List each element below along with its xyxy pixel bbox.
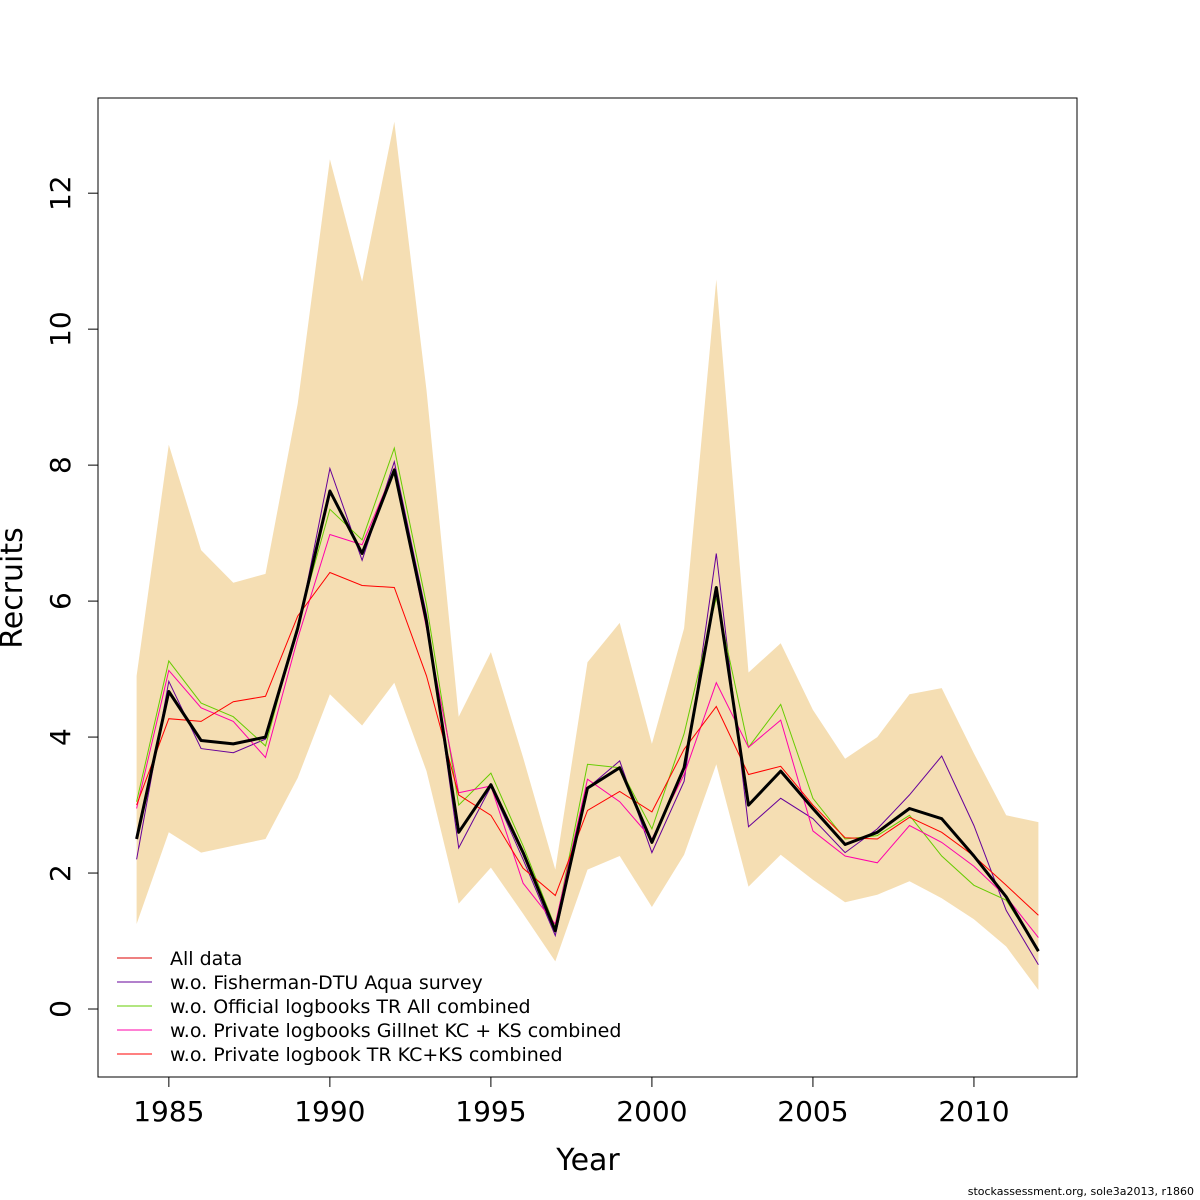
x-tick-label: 1995 xyxy=(455,1095,526,1128)
main-series-line xyxy=(135,468,1040,952)
y-axis-label: Recruits xyxy=(0,527,30,649)
x-tick-label: 2000 xyxy=(616,1095,687,1128)
series-line-5 xyxy=(136,571,1039,916)
confidence-band xyxy=(136,121,1039,991)
legend-label-1: All data xyxy=(170,948,242,970)
y-axis: 0 2 4 6 8 10 12 xyxy=(44,175,99,1018)
y-tick-label: 4 xyxy=(44,728,77,746)
confidence-band-layer xyxy=(136,121,1039,991)
x-axis: 1985 1990 1995 2000 2005 2010 xyxy=(133,1076,1010,1128)
legend-label-5: w.o. Private logbook TR KC+KS combined xyxy=(170,1044,563,1066)
series-line-4 xyxy=(136,466,1039,938)
y-tick-label: 8 xyxy=(44,456,77,474)
y-tick-label: 12 xyxy=(44,175,77,211)
y-tick-label: 6 xyxy=(44,592,77,610)
legend-label-2: w.o. Fisherman-DTU Aqua survey xyxy=(170,972,483,994)
x-axis-label: Year xyxy=(555,1143,620,1178)
legend-label-4: w.o. Private logbooks Gillnet KC + KS co… xyxy=(170,1020,621,1042)
footer-credit: stockassessment.org, sole3a2013, r1860 xyxy=(967,1185,1194,1198)
main-series-layer xyxy=(135,468,1040,952)
x-tick-label: 2010 xyxy=(938,1095,1009,1128)
y-tick-label: 10 xyxy=(44,311,77,347)
x-tick-label: 1990 xyxy=(294,1095,365,1128)
x-tick-label: 2005 xyxy=(777,1095,848,1128)
y-tick-label: 0 xyxy=(44,1000,77,1018)
y-tick-label: 2 xyxy=(44,864,77,882)
legend-label-3: w.o. Official logbooks TR All combined xyxy=(170,996,531,1018)
x-tick-label: 1985 xyxy=(133,1095,204,1128)
